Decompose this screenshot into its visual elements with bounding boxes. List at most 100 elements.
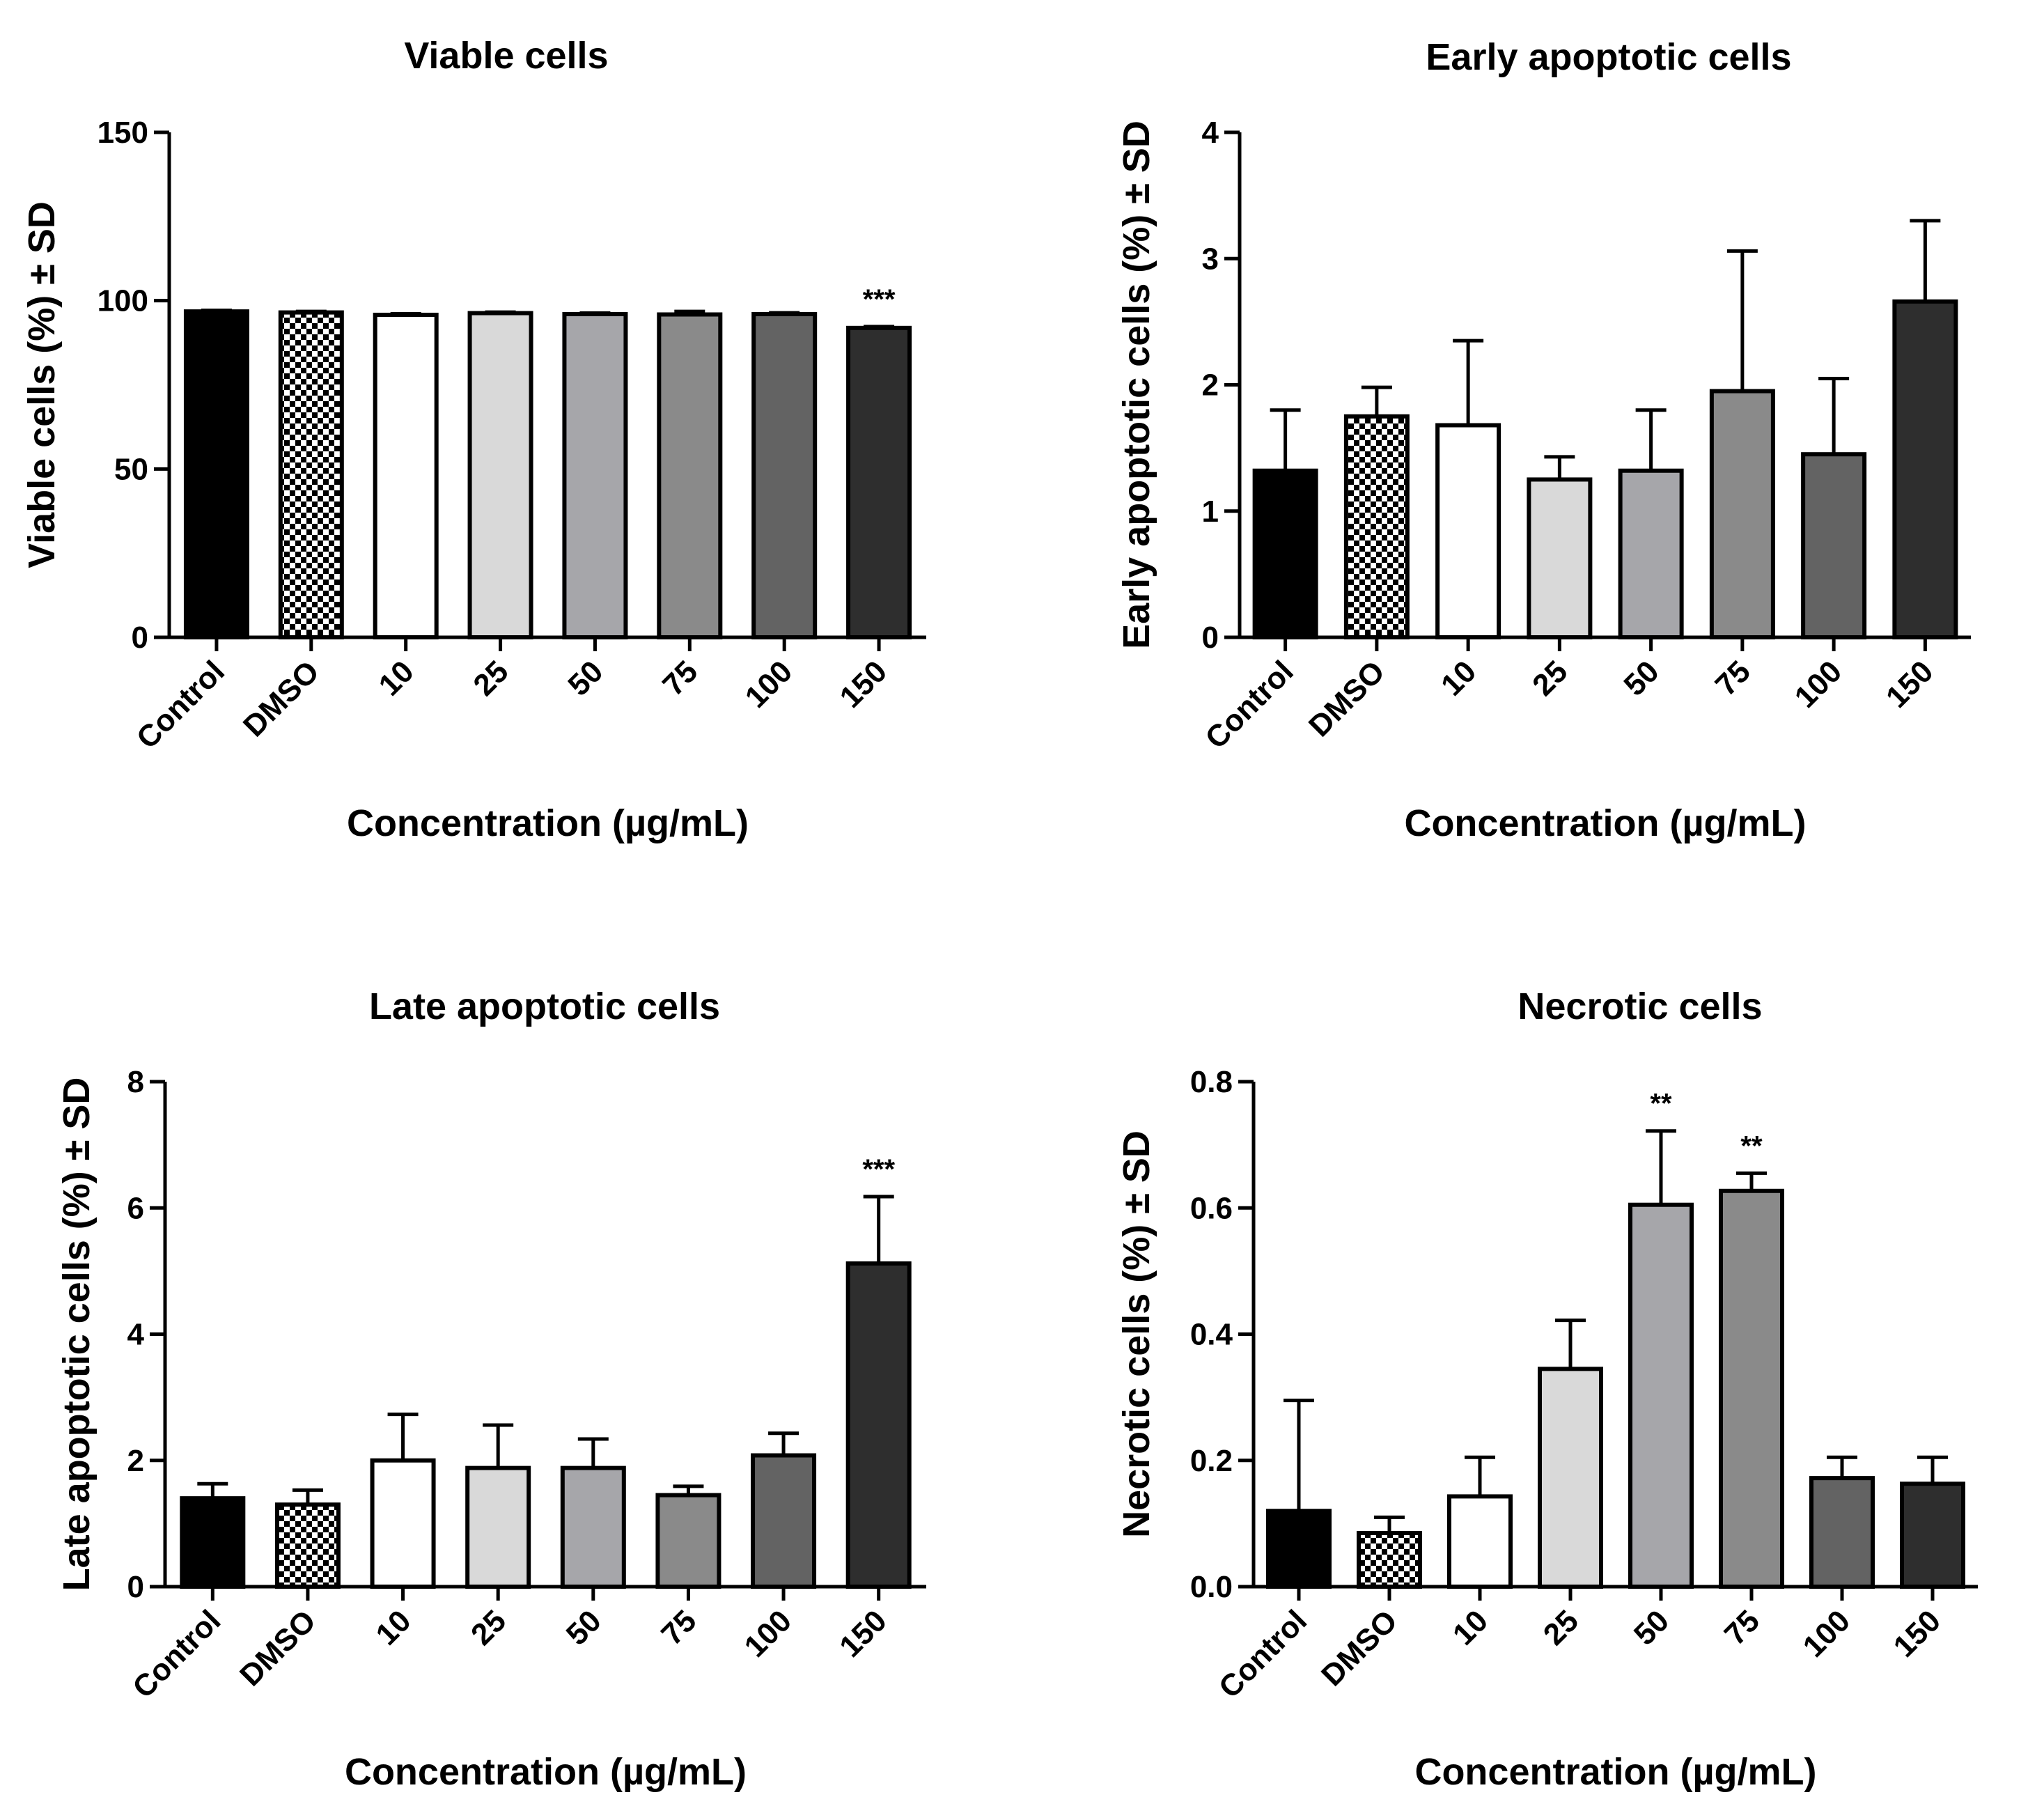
- x-axis-label: Concentration (µg/mL): [1404, 802, 1806, 844]
- bar-75: [1719, 1188, 1784, 1589]
- bar-control: [1252, 468, 1318, 639]
- bar-dmso: [1357, 1530, 1422, 1589]
- y-tick-label: 0.2: [1190, 1444, 1233, 1478]
- y-tick-label: 0.6: [1190, 1191, 1233, 1225]
- x-tick-label: 25: [467, 654, 515, 702]
- x-tick-label: 25: [465, 1603, 513, 1651]
- bar-100: [1809, 1476, 1875, 1589]
- bar-150: [845, 1261, 912, 1589]
- significance-label: ***: [863, 284, 896, 315]
- bar-10: [373, 312, 439, 639]
- significance-label: ***: [862, 1154, 895, 1185]
- x-tick-label: 10: [1446, 1603, 1495, 1651]
- y-tick-label: 8: [127, 1065, 144, 1099]
- x-tick-label: 150: [833, 1603, 894, 1664]
- bar-75: [657, 312, 723, 639]
- x-tick-label: 50: [1617, 654, 1665, 702]
- x-tick-label: Control: [1212, 1603, 1313, 1704]
- x-tick-label: DMSO: [233, 1603, 322, 1693]
- bar-control: [183, 309, 249, 639]
- y-tick-label: 0.4: [1190, 1318, 1233, 1352]
- y-tick-label: 2: [1202, 368, 1219, 403]
- bar-25: [467, 311, 533, 639]
- y-tick-label: 1: [1202, 495, 1219, 529]
- y-tick-label: 0: [1202, 621, 1219, 655]
- x-tick-label: 25: [1537, 1603, 1585, 1651]
- x-tick-label: 75: [1718, 1603, 1766, 1651]
- x-tick-label: 10: [369, 1603, 417, 1651]
- x-tick-label: 75: [655, 1603, 703, 1651]
- x-tick-label: Control: [126, 1603, 227, 1704]
- bar-50: [1628, 1202, 1694, 1589]
- x-axis-label: Concentration (µg/mL): [1414, 1751, 1816, 1793]
- chart-panel-2: Early apoptotic cells Early apoptotic cel…: [1116, 36, 1971, 844]
- y-tick-label: 0.0: [1190, 1570, 1233, 1604]
- bar-150: [1892, 299, 1958, 639]
- bar-10: [1435, 423, 1501, 639]
- x-tick-label: Control: [130, 654, 231, 755]
- x-tick-label: DMSO: [1315, 1603, 1404, 1693]
- chart-title: Viable cells: [404, 35, 608, 77]
- bar-50: [562, 312, 628, 639]
- bar-100: [751, 312, 818, 639]
- bar-75: [655, 1493, 721, 1589]
- y-tick-label: 2: [127, 1444, 144, 1478]
- y-tick-label: 150: [97, 116, 148, 150]
- bar-control: [180, 1496, 246, 1589]
- bar-75: [1709, 389, 1775, 639]
- x-tick-label: 100: [739, 654, 799, 715]
- y-tick-label: 4: [127, 1318, 145, 1352]
- y-tick-label: 0: [127, 1570, 144, 1604]
- significance-label: **: [1650, 1089, 1672, 1119]
- x-tick-label: DMSO: [237, 654, 326, 743]
- y-axis-label: Early apoptotic cells (%) ± SD: [1116, 120, 1157, 649]
- bar-dmso: [1343, 414, 1410, 639]
- bar-50: [1618, 468, 1684, 639]
- chart-panel-1: Viable cells Viable cells (%) ± SD Concent…: [21, 35, 926, 844]
- y-tick-label: 3: [1202, 242, 1219, 276]
- x-axis-label: Concentration (µg/mL): [345, 1751, 747, 1793]
- x-tick-label: 150: [834, 654, 894, 715]
- bar-control: [1266, 1509, 1332, 1589]
- x-tick-label: 150: [1880, 654, 1940, 715]
- x-tick-label: 25: [1526, 654, 1574, 702]
- bar-100: [1801, 452, 1867, 639]
- y-tick-label: 100: [97, 284, 148, 318]
- bar-50: [560, 1465, 626, 1589]
- chart-panel-4: Necrotic cells Necrotic cells (%) ± SD Con…: [1116, 986, 1978, 1793]
- x-tick-label: 10: [372, 654, 420, 702]
- y-axis-label: Late apoptotic cells (%) ± SD: [56, 1078, 97, 1592]
- bar-10: [370, 1458, 436, 1589]
- chart-title: Necrotic cells: [1518, 986, 1762, 1027]
- bar-dmso: [278, 310, 344, 639]
- x-tick-label: 150: [1887, 1603, 1948, 1664]
- y-tick-label: 0: [132, 621, 148, 655]
- y-tick-label: 0.8: [1190, 1065, 1233, 1099]
- y-tick-label: 6: [127, 1191, 144, 1225]
- chart-title: Late apoptotic cells: [369, 986, 720, 1027]
- x-tick-label: 100: [738, 1603, 799, 1664]
- x-tick-label: 100: [1788, 654, 1849, 715]
- bar-25: [1538, 1367, 1603, 1589]
- bar-10: [1447, 1494, 1513, 1589]
- y-tick-label: 50: [114, 452, 148, 486]
- y-tick-label: 4: [1202, 116, 1219, 150]
- x-axis-label: Concentration (µg/mL): [347, 802, 749, 844]
- bar-150: [846, 325, 912, 639]
- x-tick-label: 100: [1797, 1603, 1857, 1664]
- x-tick-label: 50: [560, 1603, 608, 1651]
- x-tick-label: 50: [561, 654, 609, 702]
- x-tick-label: Control: [1199, 654, 1300, 755]
- chart-panel-3: Late apoptotic cells Late apoptotic cells…: [56, 986, 926, 1793]
- x-tick-label: 10: [1435, 654, 1483, 702]
- x-tick-label: 50: [1628, 1603, 1676, 1651]
- bar-100: [751, 1453, 817, 1589]
- x-tick-label: 75: [1709, 654, 1757, 702]
- significance-label: **: [1740, 1130, 1763, 1161]
- x-tick-label: DMSO: [1302, 654, 1391, 743]
- bar-dmso: [274, 1502, 341, 1589]
- y-axis-label: Necrotic cells (%) ± SD: [1116, 1130, 1157, 1538]
- y-axis-label: Viable cells (%) ± SD: [21, 201, 63, 568]
- x-tick-label: 75: [656, 654, 704, 702]
